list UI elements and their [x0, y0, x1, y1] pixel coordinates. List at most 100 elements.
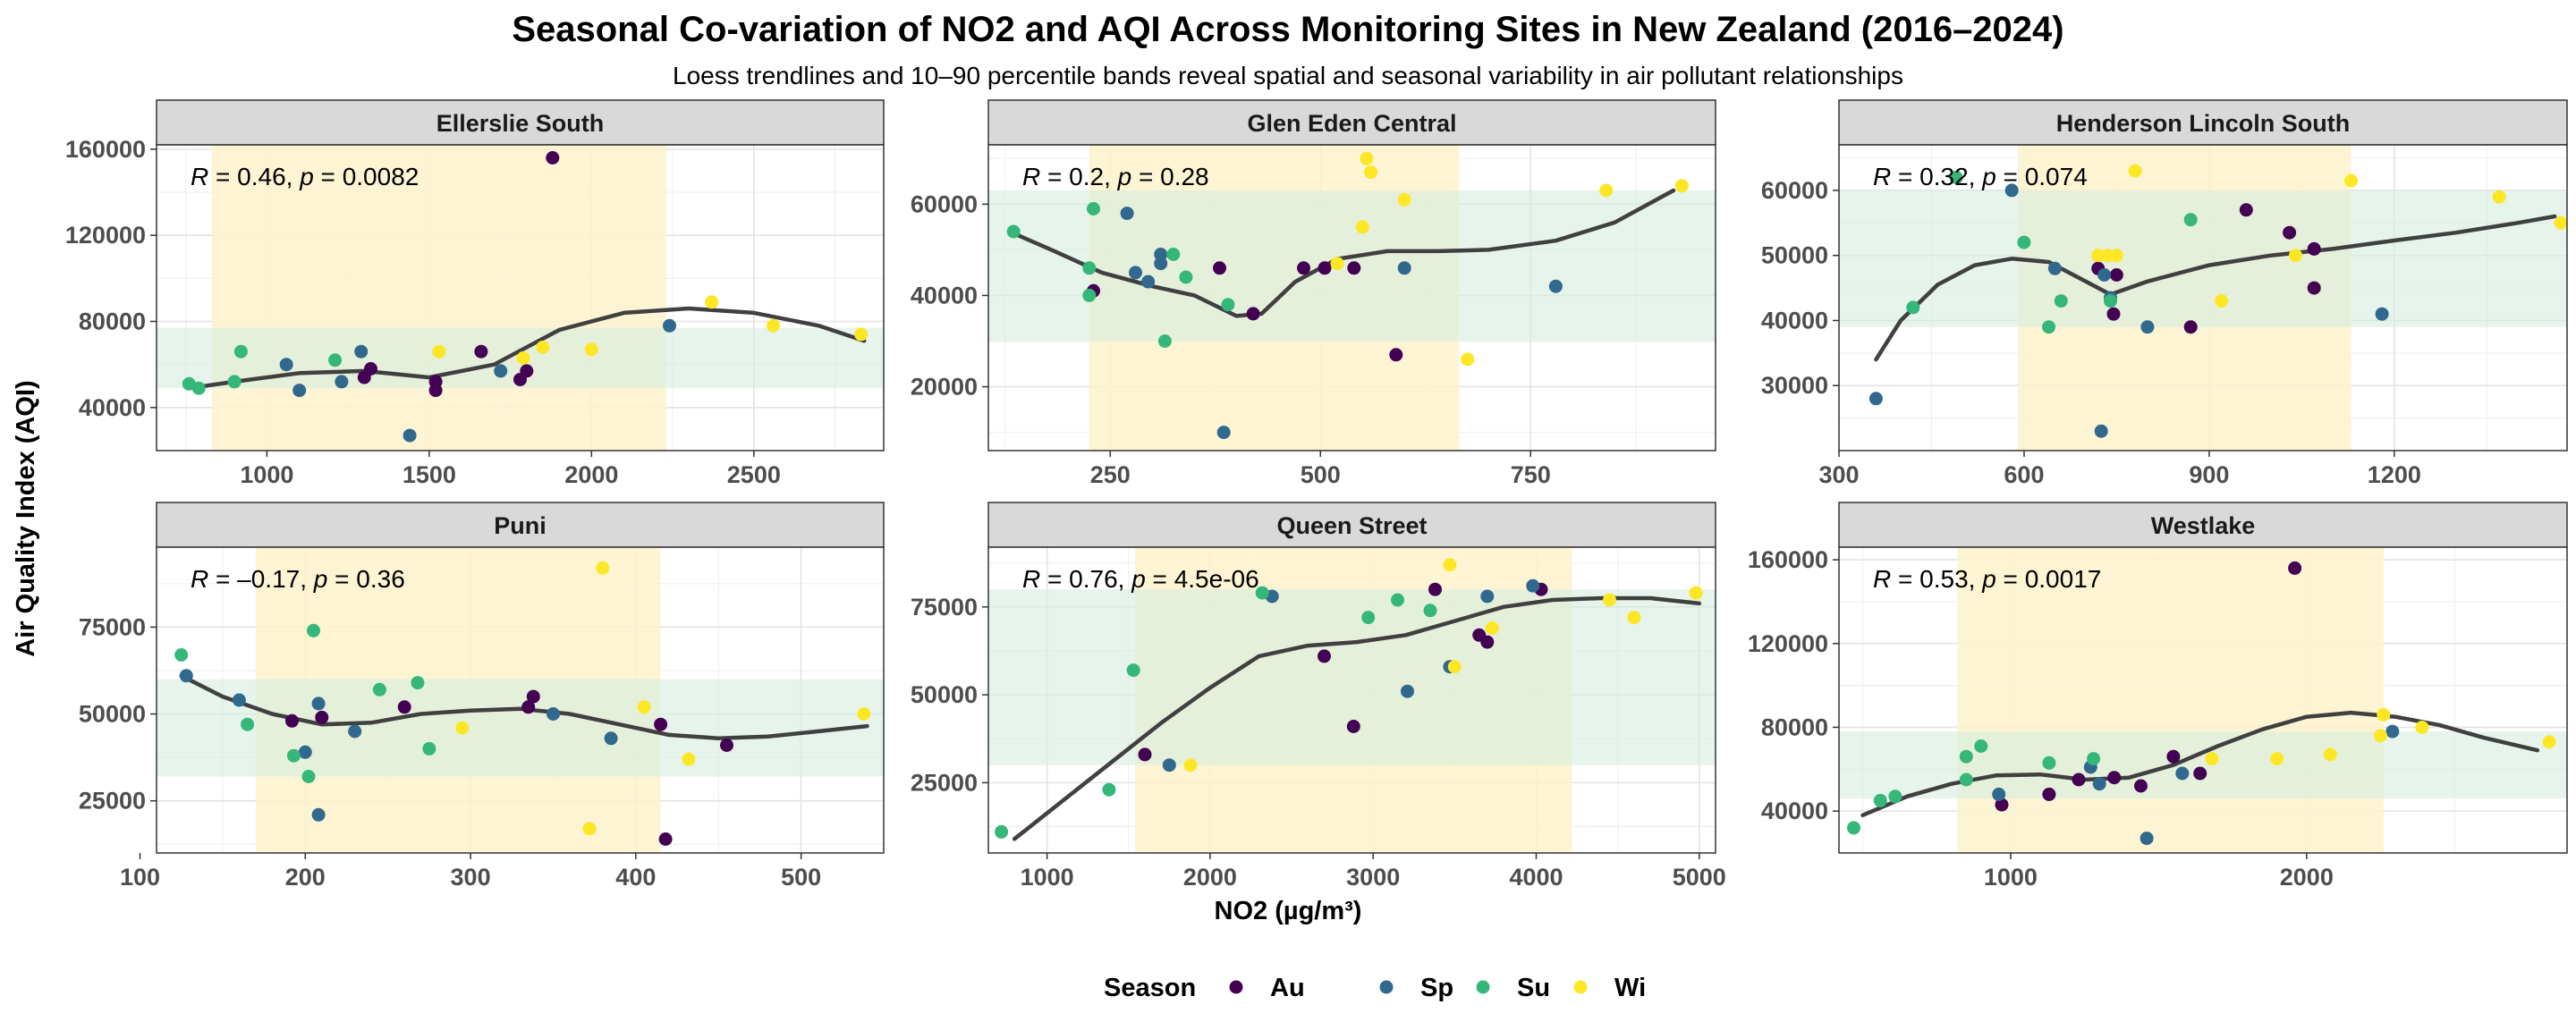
data-point-sp — [1526, 578, 1540, 593]
data-point-su — [286, 748, 301, 763]
data-point-su — [1006, 224, 1021, 239]
data-point-su — [1959, 772, 1973, 787]
x-percentile-band — [1957, 547, 2384, 853]
data-point-sp — [2385, 724, 2400, 739]
data-point-au — [526, 689, 540, 704]
data-point-su — [1087, 202, 1100, 215]
data-point-sp — [232, 693, 246, 707]
data-point-wi — [2109, 249, 2123, 263]
data-point-au — [2134, 779, 2148, 793]
stat-r-value: = 0.76, — [1040, 565, 1131, 593]
data-point-su — [182, 376, 196, 391]
data-point-sp — [1120, 207, 1134, 221]
data-point-wi — [1485, 621, 1499, 635]
loess-trendline — [1012, 595, 1702, 841]
data-point-wi — [596, 561, 610, 575]
y-axis-title: Air Quality Index (AQI) — [12, 380, 40, 656]
data-point-wi — [582, 822, 597, 836]
y-tick-label: 160000 — [65, 136, 146, 163]
data-point-su — [1873, 793, 1887, 807]
data-point-au — [1297, 261, 1310, 275]
correlation-label: R = 0.46, p = 0.0082 — [191, 163, 419, 190]
data-point-wi — [1364, 165, 1378, 180]
data-point-wi — [584, 342, 598, 357]
y-tick-label: 50000 — [911, 681, 978, 708]
x-tick-label: 900 — [2189, 461, 2229, 488]
data-point-su — [328, 353, 343, 367]
stat-p-value: = 0.0017 — [1996, 565, 2102, 593]
y-tick-label: 120000 — [1748, 630, 1828, 657]
x-tick-label: 600 — [2004, 461, 2044, 488]
data-point-au — [720, 739, 733, 752]
stat-r-symbol: R — [1022, 163, 1040, 190]
x-tick-label: 300 — [451, 864, 491, 891]
data-point-au — [2072, 772, 2086, 787]
data-point-sp — [2094, 424, 2108, 438]
panel-westlake: Westlake R = 0.53, p = 0.0017 1000 2000 4000… — [1748, 502, 2568, 891]
legend-label-wi: Wi — [1614, 974, 1646, 1002]
y-tick-label: 50000 — [1761, 242, 1828, 269]
data-point-su — [995, 824, 1009, 839]
legend-label-su: Su — [1517, 974, 1550, 1002]
y-percentile-band — [988, 589, 1716, 765]
panel-border — [1838, 546, 2568, 854]
data-point-su — [241, 717, 255, 731]
stat-r-value: = 0.53, — [1891, 565, 1982, 593]
data-point-su — [372, 682, 386, 697]
data-point-su — [2042, 320, 2055, 334]
data-point-sp — [547, 707, 560, 721]
x-tick-label: 2000 — [564, 461, 618, 488]
y-tick-label: 40000 — [79, 394, 146, 421]
x-tick-label: 100 — [120, 864, 160, 891]
data-point-su — [2017, 235, 2031, 249]
data-point-wi — [2128, 164, 2142, 178]
x-tick-label: 1000 — [1984, 864, 2038, 891]
x-tick-label: 250 — [1090, 461, 1131, 488]
stat-r-value: = 0.2, — [1040, 163, 1117, 190]
data-point-wi — [1443, 558, 1457, 572]
panel-henderson-lincoln-south: Henderson Lincoln South R = 0.32, p = 0.0… — [1761, 99, 2568, 488]
data-point-wi — [2091, 249, 2106, 263]
data-point-sp — [1401, 684, 1414, 698]
data-point-wi — [1599, 183, 1614, 198]
data-point-sp — [1868, 392, 1883, 406]
x-tick-label: 1500 — [402, 461, 456, 488]
data-point-sp — [663, 318, 676, 333]
data-point-su — [422, 741, 436, 756]
data-point-su — [1974, 739, 1988, 753]
data-point-au — [2239, 203, 2253, 217]
data-point-au — [2183, 320, 2198, 334]
legend-swatch-wi — [1573, 980, 1588, 994]
stat-r-symbol: R — [1873, 565, 1891, 593]
data-point-sp — [604, 731, 618, 746]
data-point-sp — [402, 428, 417, 443]
correlation-label: R = 0.53, p = 0.0017 — [1873, 565, 2101, 593]
correlation-label: R = –0.17, p = 0.36 — [191, 565, 405, 593]
panel-plot-area — [1839, 547, 2567, 853]
data-point-wi — [2374, 729, 2387, 743]
data-point-au — [1347, 261, 1361, 275]
data-point-su — [1082, 261, 1097, 275]
data-point-sp — [335, 375, 349, 389]
data-point-sp — [2375, 307, 2389, 321]
data-point-wi — [857, 707, 871, 721]
data-point-wi — [1689, 586, 1703, 600]
data-point-wi — [2323, 747, 2337, 762]
facet-strip-label: Puni — [494, 512, 547, 539]
x-tick-label: 2000 — [2280, 864, 2334, 891]
data-point-wi — [854, 327, 869, 342]
facet-strip-label: Queen Street — [1276, 512, 1427, 539]
facet-strip — [987, 99, 1716, 146]
data-point-au — [428, 384, 443, 398]
data-point-wi — [1603, 593, 1616, 607]
data-point-su — [1221, 298, 1235, 312]
data-point-su — [227, 375, 242, 389]
data-point-sp — [1480, 589, 1495, 604]
data-point-sp — [2097, 268, 2112, 282]
legend-swatch-au — [1229, 980, 1243, 994]
y-tick-label: 80000 — [1761, 713, 1828, 740]
data-point-su — [1255, 586, 1269, 600]
data-point-wi — [1447, 660, 1462, 674]
facet-strip-label: Glen Eden Central — [1247, 110, 1456, 137]
data-point-sp — [1548, 279, 1563, 293]
